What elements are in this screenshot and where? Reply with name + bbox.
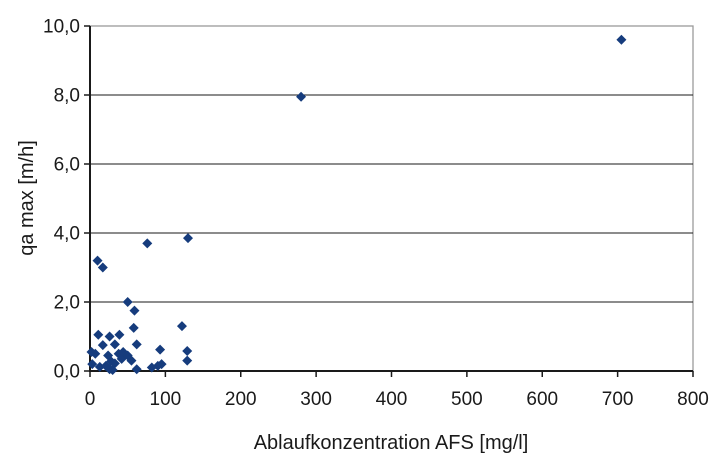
data-point — [97, 340, 108, 351]
data-point — [109, 358, 120, 369]
data-point — [182, 355, 193, 366]
x-tick-label: 100 — [150, 389, 182, 410]
data-point — [142, 238, 153, 249]
data-point — [176, 321, 187, 332]
data-point — [155, 344, 166, 355]
data-point — [616, 34, 627, 45]
y-tick-label: 4,0 — [54, 224, 80, 245]
plot-area-border — [89, 25, 694, 372]
data-point — [156, 359, 167, 370]
x-tick-label: 200 — [225, 389, 257, 410]
x-tick-label: 0 — [85, 389, 96, 410]
y-tick-label: 10,0 — [43, 17, 80, 38]
data-point — [128, 322, 139, 333]
data-point — [109, 339, 120, 350]
data-point — [129, 305, 140, 316]
data-point — [131, 364, 142, 375]
y-axis-title: qa max [m/h] — [16, 140, 38, 256]
y-tick-label: 0,0 — [54, 362, 80, 383]
y-tick-label: 8,0 — [54, 86, 80, 107]
data-point — [182, 233, 193, 244]
data-point — [92, 255, 103, 266]
data-point — [131, 339, 142, 350]
data-point — [296, 91, 307, 102]
x-tick-label: 600 — [526, 389, 558, 410]
x-tick-label: 400 — [376, 389, 408, 410]
data-point — [126, 355, 137, 366]
data-point — [104, 331, 115, 342]
y-tick-label: 2,0 — [54, 293, 80, 314]
y-tick-label: 6,0 — [54, 155, 80, 176]
x-tick-label: 800 — [677, 389, 709, 410]
data-point — [114, 329, 125, 340]
data-point — [93, 329, 104, 340]
data-point — [87, 359, 98, 370]
data-point — [97, 262, 108, 273]
x-axis-title: Ablaufkonzentration AFS [mg/l] — [254, 432, 529, 454]
x-tick-label: 700 — [602, 389, 634, 410]
data-point — [90, 348, 101, 359]
x-tick-label: 500 — [451, 389, 483, 410]
data-point — [122, 297, 133, 307]
x-tick-label: 300 — [300, 389, 332, 410]
data-point — [182, 345, 193, 356]
